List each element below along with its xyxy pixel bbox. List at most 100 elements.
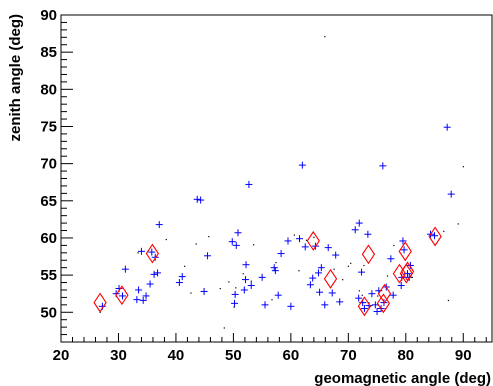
cross-point: [306, 281, 314, 289]
plot-frame: [60, 14, 493, 343]
dot-point: [208, 235, 210, 238]
dot-point: [350, 262, 352, 264]
dot-point: [293, 234, 296, 236]
cross-point: [387, 255, 395, 263]
cross-point: [298, 161, 306, 169]
cross-point: [204, 252, 212, 260]
cross-point: [139, 296, 147, 304]
dot-point: [223, 327, 225, 329]
cross-point: [142, 292, 150, 300]
cross-point: [242, 261, 250, 269]
dot-point: [184, 265, 186, 267]
cross-point: [197, 196, 205, 204]
diamond-point: [115, 285, 129, 306]
dot-point: [333, 268, 335, 270]
cross-point: [232, 241, 240, 249]
cross-point: [200, 287, 208, 295]
dot-point: [393, 244, 395, 247]
cross-point: [234, 229, 242, 237]
cross-point: [360, 305, 368, 313]
cross-point: [247, 282, 255, 290]
cross-point: [133, 296, 141, 304]
x-tick-label: 70: [340, 347, 357, 364]
cross-point: [301, 243, 309, 251]
dot-point: [165, 238, 167, 241]
cross-point: [295, 235, 303, 243]
dot-point: [219, 287, 221, 290]
dot-point: [457, 223, 459, 225]
cross-point: [137, 247, 145, 255]
diamond-point: [428, 226, 442, 247]
diamond-point: [377, 283, 392, 304]
cross-point: [178, 273, 186, 281]
x-axis-title: geomagnetic angle (deg): [314, 370, 491, 386]
dot-point: [271, 299, 273, 301]
cross-point: [231, 290, 239, 298]
dot-point: [305, 239, 308, 241]
cross-point: [154, 269, 162, 277]
cross-point: [231, 299, 239, 307]
cross-point: [314, 269, 322, 277]
diamond-point: [376, 293, 391, 314]
cross-point: [399, 237, 407, 245]
cross-point: [309, 274, 317, 282]
x-tick-label: 90: [455, 347, 472, 364]
cross-point: [373, 308, 381, 316]
y-tick-label: 85: [40, 44, 57, 61]
cross-point: [389, 291, 397, 299]
cross-point: [368, 290, 376, 298]
cross-point: [270, 264, 278, 272]
cross-point: [148, 248, 156, 256]
cross-point: [146, 280, 154, 288]
dot-point: [411, 276, 413, 279]
cross-point: [121, 265, 129, 273]
diamond-point: [357, 296, 372, 317]
dot-point: [342, 279, 344, 281]
cross-point: [118, 292, 126, 300]
cross-point: [355, 219, 363, 227]
x-tick-label: 30: [110, 347, 127, 364]
cross-point: [371, 301, 379, 309]
diamond-point: [398, 241, 412, 262]
dot-point: [324, 36, 326, 38]
cross-point: [155, 221, 163, 229]
y-tick-label: 50: [40, 304, 57, 321]
cross-point: [431, 232, 439, 240]
cross-point: [175, 279, 183, 287]
y-tick-label: 60: [40, 230, 57, 247]
y-tick-label: 80: [40, 81, 57, 98]
dot-point: [443, 230, 445, 232]
dot-point: [253, 244, 255, 246]
cross-point: [241, 276, 249, 284]
axis-tick-labels: 20 30 40 50 60 70 80 90 50 55 60 65 70 75 80 85 90: [40, 7, 471, 364]
x-tick-label: 50: [225, 347, 242, 364]
dot-point: [298, 270, 300, 272]
y-tick-label: 75: [40, 118, 57, 135]
cross-point: [277, 250, 285, 258]
cross-point: [240, 286, 248, 294]
diamond-point: [361, 244, 376, 265]
dot-point: [386, 275, 389, 277]
dot-point: [347, 265, 350, 267]
dot-point: [358, 290, 360, 292]
dot-point: [233, 306, 235, 308]
x-tick-label: 80: [397, 347, 414, 364]
x-tick-label: 40: [168, 347, 185, 364]
diamond-point: [400, 261, 415, 282]
cross-point: [406, 261, 414, 269]
cross-point: [321, 301, 329, 309]
cross-point: [287, 302, 295, 310]
cross-point: [379, 162, 387, 170]
dot-point: [313, 236, 315, 238]
cross-point: [261, 301, 269, 309]
cross-point: [274, 291, 282, 299]
dot-point: [361, 294, 363, 296]
cross-point: [258, 273, 266, 281]
dot-point: [275, 261, 277, 264]
y-axis-title: zenith angle (deg): [7, 14, 24, 142]
diamond-point: [93, 292, 107, 313]
cross-point: [336, 298, 344, 306]
y-tick-label: 55: [40, 267, 57, 284]
diamond-point: [145, 243, 160, 264]
cross-point: [355, 294, 363, 302]
